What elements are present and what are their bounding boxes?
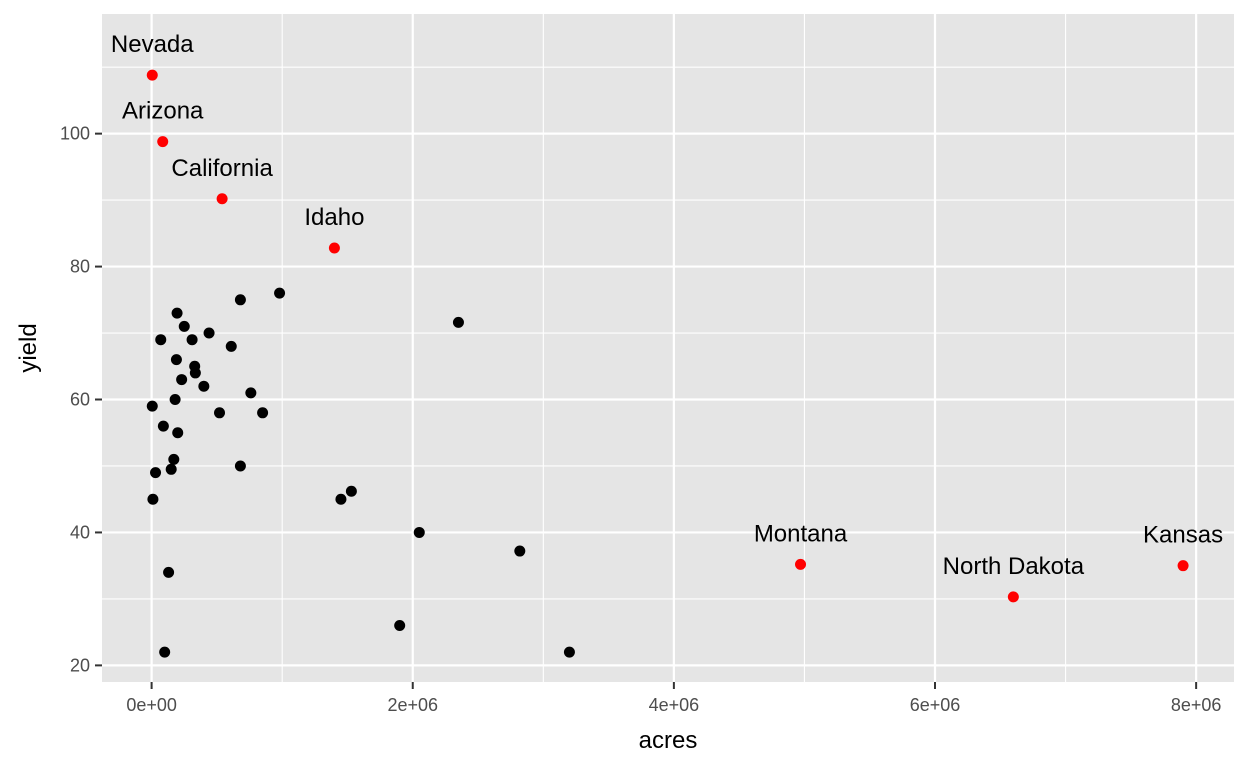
x-tick-label: 2e+06 <box>387 695 438 715</box>
data-point <box>795 558 807 570</box>
data-point <box>176 374 188 386</box>
data-point <box>159 646 171 658</box>
point-label: Idaho <box>304 204 364 231</box>
data-point <box>157 420 169 432</box>
data-point <box>234 294 246 306</box>
data-point <box>168 453 180 465</box>
y-axis: 20 40 60 80 100 <box>60 124 102 675</box>
data-point <box>170 354 182 366</box>
data-point <box>147 493 159 505</box>
y-axis-title: yield <box>15 323 42 372</box>
data-points <box>146 69 1189 658</box>
data-point <box>1007 591 1019 603</box>
point-label: Nevada <box>111 31 194 58</box>
data-point <box>563 646 575 658</box>
data-point <box>186 334 198 346</box>
data-point <box>1177 560 1189 572</box>
y-tick-label: 60 <box>70 390 90 410</box>
data-point <box>335 493 347 505</box>
plot-panel <box>102 14 1234 682</box>
data-point <box>203 327 215 339</box>
data-point <box>163 566 175 578</box>
data-point <box>172 427 184 439</box>
point-label: Kansas <box>1143 522 1223 549</box>
point-label: California <box>171 155 273 182</box>
point-label: Arizona <box>122 98 204 125</box>
y-tick-label: 20 <box>70 655 90 675</box>
data-point <box>178 320 190 332</box>
x-tick-label: 4e+06 <box>649 695 700 715</box>
data-point <box>234 460 246 472</box>
data-point <box>257 407 269 419</box>
y-tick-label: 100 <box>60 124 90 144</box>
data-point <box>198 380 210 392</box>
data-point <box>216 193 228 205</box>
x-axis: 0e+00 2e+06 4e+06 6e+06 8e+06 <box>126 682 1221 715</box>
point-label: North Dakota <box>943 553 1085 580</box>
data-point <box>155 334 167 346</box>
y-tick-label: 80 <box>70 257 90 277</box>
data-point <box>452 316 464 328</box>
data-point <box>171 307 183 319</box>
data-point <box>169 394 181 406</box>
data-point <box>165 463 177 475</box>
x-tick-label: 8e+06 <box>1171 695 1222 715</box>
minor-gridlines <box>102 14 1234 682</box>
data-point <box>345 485 357 497</box>
y-tick-label: 40 <box>70 522 90 542</box>
data-point <box>245 387 257 399</box>
data-point <box>189 367 201 379</box>
point-label: Montana <box>754 520 848 547</box>
x-tick-label: 6e+06 <box>910 695 961 715</box>
point-labels: Nevada Arizona California Idaho Montana North… <box>111 31 1223 580</box>
data-point <box>274 287 286 299</box>
x-tick-label: 0e+00 <box>126 695 177 715</box>
x-axis-title: acres <box>639 727 698 754</box>
data-point <box>150 467 162 479</box>
major-gridlines <box>102 14 1234 682</box>
data-point <box>225 340 237 352</box>
data-point <box>514 545 526 557</box>
data-point <box>413 526 425 538</box>
data-point <box>146 69 158 81</box>
data-point <box>157 136 169 148</box>
data-point <box>394 620 406 632</box>
data-point <box>214 407 226 419</box>
data-point <box>146 400 158 412</box>
data-point <box>328 242 340 254</box>
